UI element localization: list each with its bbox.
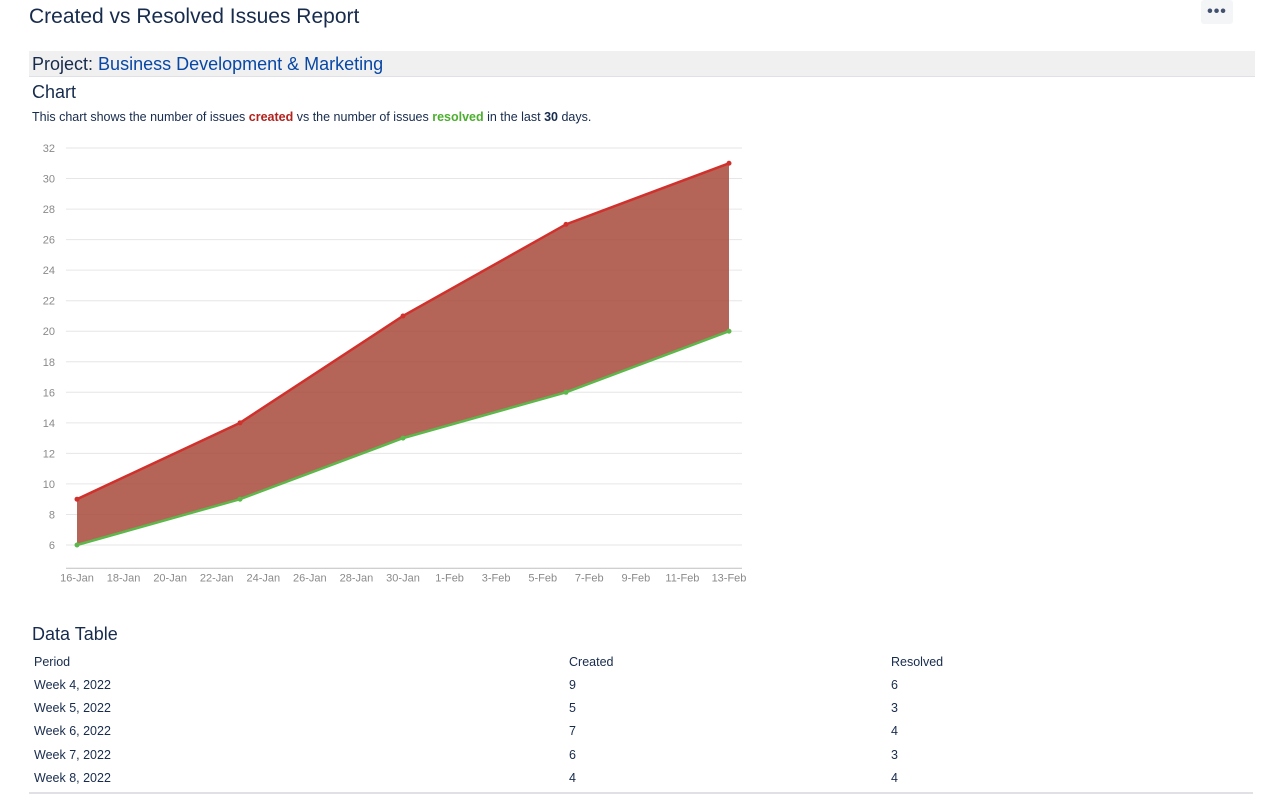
- desc-part3: in the last: [483, 110, 545, 124]
- y-tick-label: 10: [43, 479, 55, 491]
- cell-resolved: 4: [891, 724, 898, 739]
- y-tick-label: 32: [43, 143, 55, 155]
- y-tick-label: 8: [49, 509, 55, 521]
- desc-part2: vs the number of issues: [293, 110, 433, 124]
- x-tick-label: 16-Jan: [60, 572, 94, 584]
- x-tick-label: 30-Jan: [386, 572, 420, 584]
- y-tick-label: 24: [43, 265, 55, 277]
- resolved-point: [74, 542, 80, 548]
- more-icon: •••: [1207, 3, 1227, 20]
- table-row: Week 5, 2022 5 3: [32, 696, 1252, 719]
- page-title: Created vs Resolved Issues Report: [29, 5, 360, 28]
- more-options-button[interactable]: •••: [1201, 0, 1233, 24]
- x-tick-label: 18-Jan: [107, 572, 141, 584]
- data-table-heading: Data Table: [32, 624, 118, 644]
- x-tick-label: 26-Jan: [293, 572, 327, 584]
- resolved-point: [563, 389, 569, 395]
- column-header-period: Period: [34, 654, 71, 669]
- x-tick-label: 22-Jan: [200, 572, 234, 584]
- x-tick-label: 9-Feb: [621, 572, 650, 584]
- table-row: Week 4, 2022 9 6: [32, 673, 1252, 696]
- y-tick-label: 12: [43, 448, 55, 460]
- y-tick-label: 30: [43, 174, 55, 186]
- x-tick-label: 3-Feb: [482, 572, 511, 584]
- y-tick-label: 28: [43, 204, 55, 216]
- cell-created: 6: [569, 747, 576, 762]
- x-tick-label: 28-Jan: [340, 572, 374, 584]
- column-header-created: Created: [569, 654, 614, 669]
- x-tick-label: 11-Feb: [665, 572, 699, 584]
- cell-resolved: 4: [891, 771, 898, 786]
- table-row: Week 7, 2022 6 3: [32, 743, 1252, 766]
- desc-created-word: created: [248, 110, 294, 124]
- y-tick-label: 26: [43, 235, 55, 247]
- table-row: Week 6, 2022 7 4: [32, 720, 1252, 743]
- cell-created: 5: [569, 701, 576, 716]
- resolved-point: [726, 328, 732, 334]
- resolved-point: [237, 496, 243, 502]
- y-tick-label: 20: [43, 326, 55, 338]
- created-point: [400, 313, 406, 319]
- cell-resolved: 3: [891, 701, 898, 716]
- cell-resolved: 3: [891, 747, 898, 762]
- column-header-resolved: Resolved: [891, 654, 944, 669]
- x-tick-label: 7-Feb: [575, 572, 604, 584]
- project-label: Project:: [32, 54, 94, 74]
- chart-heading: Chart: [32, 82, 77, 102]
- table-header-row: Period Created Resolved: [32, 650, 1252, 673]
- created-point: [563, 221, 569, 227]
- desc-days: 30: [544, 110, 558, 124]
- y-tick-label: 14: [43, 418, 55, 430]
- table-row: Week 8, 2022 4 4: [32, 767, 1252, 790]
- x-tick-label: 20-Jan: [153, 572, 187, 584]
- table-bottom-divider: [29, 792, 1253, 794]
- desc-resolved-word: resolved: [432, 110, 484, 124]
- y-tick-label: 6: [49, 540, 55, 552]
- created-point: [74, 496, 80, 502]
- project-link[interactable]: Business Development & Marketing: [98, 54, 384, 74]
- cell-period: Week 6, 2022: [34, 724, 111, 739]
- cell-period: Week 8, 2022: [34, 771, 111, 786]
- y-tick-label: 16: [43, 387, 55, 399]
- cell-period: Week 7, 2022: [34, 747, 111, 762]
- cell-created: 7: [569, 724, 576, 739]
- desc-part1: This chart shows the number of issues: [32, 110, 249, 124]
- chart-description: This chart shows the number of issues cr…: [32, 110, 591, 124]
- resolved-point: [400, 435, 406, 441]
- x-tick-label: 24-Jan: [246, 572, 280, 584]
- x-tick-label: 5-Feb: [528, 572, 557, 584]
- cell-resolved: 6: [891, 677, 898, 692]
- desc-part4: days.: [557, 110, 592, 124]
- cell-created: 9: [569, 677, 576, 692]
- cell-period: Week 5, 2022: [34, 701, 111, 716]
- project-bar: Project: Business Development & Marketin…: [29, 51, 1255, 77]
- y-tick-label: 22: [43, 296, 55, 308]
- created-resolved-band: [77, 163, 729, 545]
- data-table: Period Created Resolved Week 4, 2022 9 6…: [32, 650, 1252, 790]
- x-tick-label: 1-Feb: [435, 572, 464, 584]
- created-point: [237, 420, 243, 426]
- cell-created: 4: [569, 771, 576, 786]
- created-point: [726, 160, 732, 166]
- x-tick-label: 13-Feb: [712, 572, 747, 584]
- y-tick-label: 18: [43, 357, 55, 369]
- cell-period: Week 4, 2022: [34, 677, 111, 692]
